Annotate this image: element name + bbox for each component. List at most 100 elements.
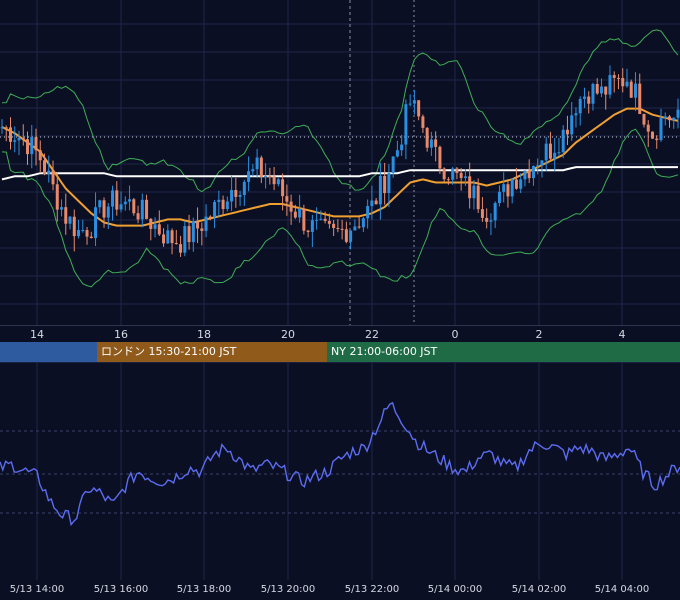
bollinger-upper-line bbox=[1, 29, 679, 193]
candle-body bbox=[650, 131, 654, 139]
candle-body bbox=[123, 201, 127, 205]
candle-body bbox=[128, 199, 132, 202]
candle-body bbox=[30, 137, 34, 155]
candle-body bbox=[344, 229, 348, 242]
candle-body bbox=[306, 230, 310, 232]
candle-body bbox=[421, 116, 425, 128]
candle-body bbox=[132, 199, 136, 214]
candle-body bbox=[183, 226, 187, 253]
candle-body bbox=[323, 218, 327, 221]
candle-body bbox=[242, 181, 246, 196]
candle-body bbox=[659, 118, 663, 141]
x-tick-label: 5/13 22:00 bbox=[344, 584, 400, 595]
candle-body bbox=[468, 176, 472, 199]
candle-body bbox=[493, 203, 497, 221]
candle-body bbox=[221, 199, 225, 209]
candle-body bbox=[408, 103, 412, 105]
candle-body bbox=[85, 230, 89, 237]
candle-body bbox=[361, 218, 365, 228]
candle-body bbox=[417, 100, 421, 117]
candle-body bbox=[480, 209, 484, 218]
x-tick-label: 5/14 02:00 bbox=[511, 584, 567, 595]
candle-body bbox=[111, 190, 115, 207]
session-london: ロンドン 15:30-21:00 JST bbox=[97, 342, 327, 362]
candle-body bbox=[149, 218, 153, 229]
candle-body bbox=[536, 165, 540, 167]
candle-body bbox=[60, 207, 64, 210]
candle-body bbox=[404, 104, 408, 145]
x-tick-label: 5/14 04:00 bbox=[594, 584, 650, 595]
candle-body bbox=[472, 185, 476, 199]
candle-body bbox=[204, 216, 208, 231]
x-tick-label: 18 bbox=[197, 328, 211, 341]
x-tick-label: 22 bbox=[365, 328, 379, 341]
candle-body bbox=[289, 201, 293, 212]
candle-body bbox=[676, 109, 680, 118]
time-axis-bottom: 5/13 14:00 5/13 16:00 5/13 18:00 5/13 20… bbox=[0, 580, 680, 600]
candle-body bbox=[561, 129, 565, 153]
candle-body bbox=[434, 139, 438, 147]
candle-body bbox=[349, 230, 353, 242]
candle-body bbox=[387, 173, 391, 194]
candle-body bbox=[55, 184, 59, 210]
candle-body bbox=[497, 191, 501, 204]
session-london-label: ロンドン 15:30-21:00 JST bbox=[101, 345, 237, 358]
x-tick-label: 0 bbox=[451, 328, 459, 341]
candle-body bbox=[115, 190, 119, 210]
candle-body bbox=[38, 150, 42, 161]
candle-body bbox=[51, 170, 55, 185]
candle-body bbox=[174, 243, 178, 245]
candle-body bbox=[298, 208, 302, 218]
candle-body bbox=[276, 179, 280, 185]
candle-body bbox=[599, 86, 603, 94]
candle-body bbox=[208, 216, 212, 218]
bollinger-lower-line bbox=[1, 128, 679, 288]
candle-body bbox=[26, 139, 30, 155]
oscillator-panel[interactable] bbox=[0, 362, 680, 581]
x-tick-label: 5/13 20:00 bbox=[260, 584, 316, 595]
candle-body bbox=[13, 140, 17, 142]
candle-body bbox=[157, 224, 161, 235]
candle-body bbox=[285, 196, 289, 202]
candle-body bbox=[230, 190, 234, 202]
price-chart-panel[interactable] bbox=[0, 0, 680, 325]
candle-body bbox=[0, 127, 4, 129]
candle-body bbox=[170, 230, 174, 244]
candle-body bbox=[378, 175, 382, 205]
candle-body bbox=[400, 144, 404, 151]
candle-body bbox=[595, 84, 599, 94]
candle-body bbox=[357, 226, 361, 228]
candle-body bbox=[485, 217, 489, 222]
candle-body bbox=[633, 83, 637, 98]
candle-body bbox=[523, 170, 527, 180]
oscillator-line bbox=[0, 401, 680, 527]
candle-body bbox=[544, 143, 548, 161]
candle-body bbox=[667, 116, 671, 121]
session-newyork: NY 21:00-06:00 JST bbox=[327, 342, 680, 362]
candle-body bbox=[638, 83, 642, 114]
candle-body bbox=[604, 86, 608, 95]
price-chart-svg bbox=[0, 0, 680, 325]
candle-body bbox=[281, 179, 285, 197]
candle-body bbox=[17, 137, 21, 141]
oscillator-chart-svg bbox=[0, 363, 680, 581]
candle-body bbox=[136, 213, 140, 220]
x-tick-label: 2 bbox=[535, 328, 543, 341]
candle-body bbox=[489, 220, 493, 222]
candle-body bbox=[255, 157, 259, 170]
candle-body bbox=[179, 244, 183, 253]
candle-body bbox=[145, 199, 149, 219]
candle-body bbox=[540, 160, 544, 166]
candle-body bbox=[587, 96, 591, 104]
candle-body bbox=[327, 220, 331, 224]
candle-body bbox=[310, 220, 314, 232]
candle-body bbox=[268, 175, 272, 177]
candle-body bbox=[315, 219, 319, 221]
candle-body bbox=[98, 200, 102, 208]
candle-body bbox=[319, 218, 323, 220]
x-tick-label: 4 bbox=[618, 328, 626, 341]
candle-body bbox=[353, 226, 357, 231]
candle-body bbox=[162, 234, 166, 244]
candle-body bbox=[293, 211, 297, 218]
x-tick-label: 14 bbox=[30, 328, 44, 341]
